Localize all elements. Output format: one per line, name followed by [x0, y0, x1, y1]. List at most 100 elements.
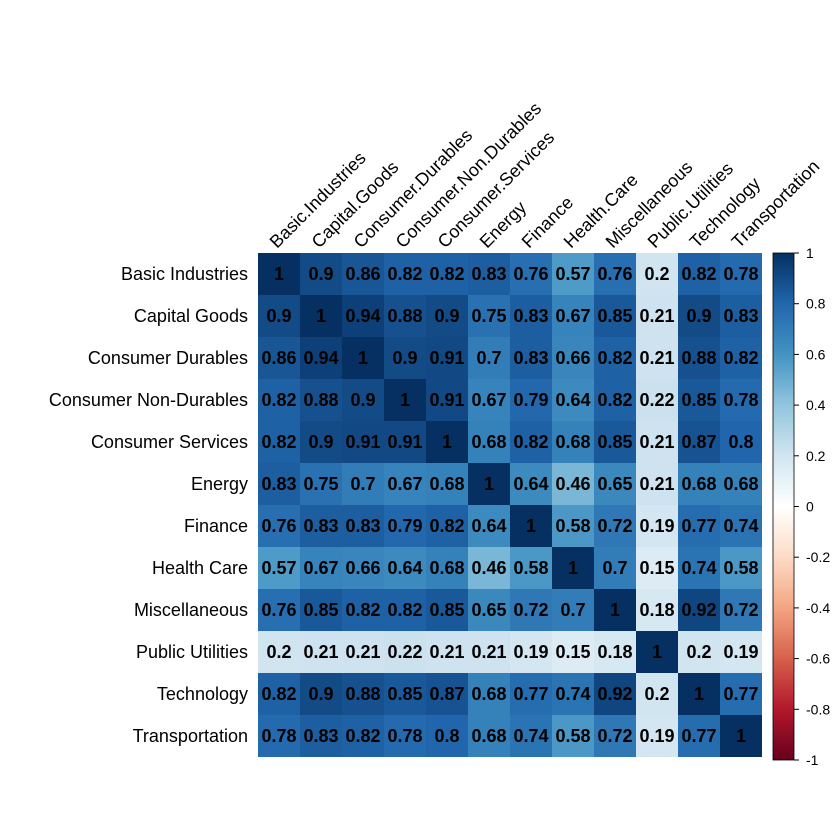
heatmap-cell [636, 547, 678, 589]
cell-value-label: 0.74 [723, 516, 758, 536]
cell-value-label: 0.83 [261, 474, 296, 494]
heatmap-cell [300, 463, 342, 505]
heatmap-cell [342, 715, 384, 757]
cell-value-label: 0.85 [303, 600, 338, 620]
heatmap-cell [594, 253, 636, 295]
cell-value-label: 0.68 [471, 726, 506, 746]
colorbar-tick-label: 0.6 [806, 346, 826, 362]
heatmap-cell [468, 631, 510, 673]
cell-value-label: 0.91 [429, 390, 464, 410]
cell-value-label: 0.82 [429, 264, 464, 284]
row-label: Basic Industries [121, 264, 248, 284]
cell-value-label: 0.82 [681, 264, 716, 284]
cell-value-label: 1 [694, 684, 704, 704]
heatmap-cell [300, 547, 342, 589]
heatmap-cell [384, 505, 426, 547]
heatmap-cell [342, 673, 384, 715]
cell-value-label: 0.9 [308, 684, 333, 704]
heatmap-cell [678, 505, 720, 547]
cell-value-label: 0.68 [723, 474, 758, 494]
heatmap-cell [552, 421, 594, 463]
cell-value-label: 0.67 [387, 474, 422, 494]
heatmap-cell [636, 253, 678, 295]
cell-value-label: 0.83 [345, 516, 380, 536]
heatmap-cell [678, 421, 720, 463]
heatmap-cell [510, 463, 552, 505]
cell-value-label: 0.86 [261, 348, 296, 368]
cell-value-label: 0.87 [429, 684, 464, 704]
heatmap-cell [510, 715, 552, 757]
heatmap-cell [258, 253, 300, 295]
cell-value-label: 0.9 [266, 306, 291, 326]
heatmap-cell [300, 421, 342, 463]
cell-value-label: 0.82 [429, 516, 464, 536]
cell-value-label: 0.82 [345, 600, 380, 620]
row-label: Consumer Durables [88, 348, 248, 368]
cell-value-label: 0.9 [434, 306, 459, 326]
heatmap-cell [552, 547, 594, 589]
cell-value-label: 0.82 [387, 264, 422, 284]
heatmap-cell [342, 547, 384, 589]
cell-value-label: 0.76 [261, 600, 296, 620]
heatmap-cell [720, 505, 762, 547]
heatmap-cell [678, 379, 720, 421]
heatmap-cell [678, 673, 720, 715]
cell-value-label: 0.66 [345, 558, 380, 578]
heatmap-cell [300, 631, 342, 673]
heatmap-cell [678, 715, 720, 757]
heatmap-cell [594, 547, 636, 589]
heatmap-cell [426, 253, 468, 295]
cell-value-label: 0.67 [303, 558, 338, 578]
heatmap-cell [300, 505, 342, 547]
cell-value-label: 0.83 [513, 348, 548, 368]
cell-value-label: 0.22 [639, 390, 674, 410]
heatmap-cell [384, 295, 426, 337]
cell-value-label: 0.9 [308, 264, 333, 284]
cell-value-label: 0.82 [723, 348, 758, 368]
cell-value-label: 1 [484, 474, 494, 494]
heatmap-cell [384, 463, 426, 505]
heatmap-cell [636, 673, 678, 715]
cell-value-label: 0.9 [686, 306, 711, 326]
heatmap-cell [258, 505, 300, 547]
cell-value-label: 0.64 [513, 474, 548, 494]
heatmap-cell [594, 463, 636, 505]
cell-value-label: 0.15 [639, 558, 674, 578]
heatmap-cell [384, 253, 426, 295]
heatmap-cell [468, 295, 510, 337]
cell-value-label: 0.15 [555, 642, 590, 662]
heatmap-cell [594, 631, 636, 673]
cell-value-label: 0.21 [429, 642, 464, 662]
heatmap-cell [594, 673, 636, 715]
heatmap-cell [678, 253, 720, 295]
cell-value-label: 0.88 [387, 306, 422, 326]
cell-value-label: 0.21 [303, 642, 338, 662]
cell-value-label: 0.72 [513, 600, 548, 620]
colorbar-tick-label: -0.8 [806, 701, 830, 717]
cell-value-label: 0.85 [597, 306, 632, 326]
heatmap-cell [678, 295, 720, 337]
heatmap-cell [678, 547, 720, 589]
heatmap-cell [426, 547, 468, 589]
cell-value-label: 0.77 [723, 684, 758, 704]
cell-value-label: 0.21 [639, 432, 674, 452]
heatmap-cell [426, 673, 468, 715]
cell-value-label: 0.82 [387, 600, 422, 620]
heatmap-cell [342, 589, 384, 631]
heatmap-cell [426, 715, 468, 757]
cell-value-label: 0.72 [597, 516, 632, 536]
heatmap-cell [384, 673, 426, 715]
cell-value-label: 0.64 [387, 558, 422, 578]
cell-value-label: 0.79 [513, 390, 548, 410]
cell-value-label: 0.19 [639, 516, 674, 536]
cell-value-label: 0.92 [597, 684, 632, 704]
heatmap-cell [720, 421, 762, 463]
heatmap-cell [510, 589, 552, 631]
row-label: Finance [184, 516, 248, 536]
heatmap-cell [468, 715, 510, 757]
heatmap-cell [594, 505, 636, 547]
heatmap-cell [552, 379, 594, 421]
cell-value-label: 0.82 [261, 432, 296, 452]
heatmap-cell [594, 421, 636, 463]
heatmap-cell [552, 505, 594, 547]
